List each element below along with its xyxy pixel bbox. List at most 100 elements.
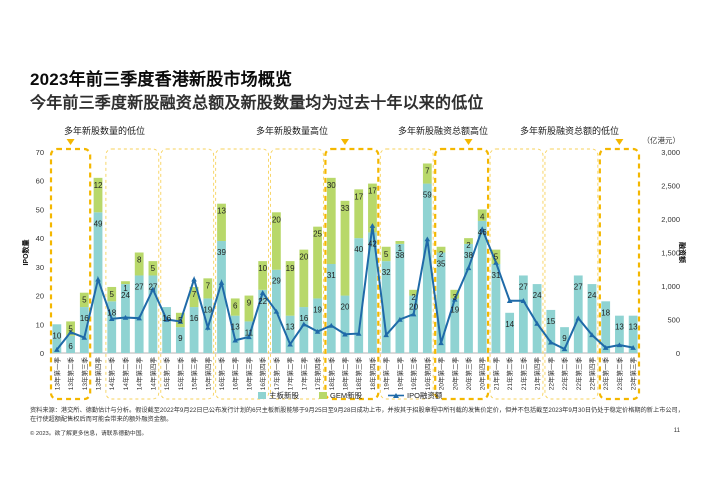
legend-marker	[393, 393, 399, 398]
gem-label: 9	[247, 299, 252, 308]
ipo-amount-marker	[122, 314, 129, 320]
ipo-amount-marker	[493, 259, 499, 265]
category-label: 17年第四季	[313, 357, 322, 391]
main-board-label: 11	[245, 328, 254, 337]
main-board-bar	[615, 315, 624, 353]
legend-label: GEM新股	[330, 390, 363, 400]
gem-label: 33	[341, 204, 350, 213]
highlight-box	[324, 147, 380, 401]
category-label: 19年第一季	[382, 357, 391, 391]
annotation-text: 多年新股数量高位	[256, 125, 328, 136]
main-board-bar	[326, 263, 336, 353]
category-label: 20年第三季	[464, 357, 473, 391]
category-label: 14年第四季	[148, 357, 157, 391]
category-label: 16年第一季	[217, 357, 226, 391]
main-board-label: 27	[519, 282, 528, 291]
gem-label: 1	[398, 244, 403, 253]
category-label: 21年第二季	[505, 357, 514, 391]
gem-bar	[272, 212, 281, 270]
gem-label: 25	[313, 230, 322, 239]
gem-label: 6	[233, 301, 238, 310]
page-title: 2023年前三季度香港新股市场概览	[30, 70, 293, 89]
main-board-bar	[546, 309, 556, 353]
legend-label: IPO融资额	[407, 390, 443, 400]
main-board-bar	[134, 275, 144, 353]
gem-bar	[409, 289, 418, 296]
gem-label: 2	[439, 250, 444, 259]
ipo-amount-marker	[451, 296, 458, 302]
main-board-label: 24	[533, 291, 542, 300]
gem-bar	[422, 163, 432, 184]
main-board-label: 20	[341, 303, 350, 312]
main-board-label: 27	[135, 282, 144, 291]
main-board-label: 13	[231, 323, 240, 332]
main-board-bar	[450, 298, 460, 353]
category-label: 14年第一季	[107, 357, 116, 391]
ipo-amount-marker	[534, 320, 540, 326]
left-tick-label: 30	[36, 263, 44, 272]
main-board-label: 27	[148, 282, 157, 291]
year-group-box	[215, 148, 269, 400]
gem-bar	[148, 261, 158, 276]
page-subtitle: 今年前三季度新股融资总额及新股数量均为过去十年以来的低位	[30, 95, 484, 112]
ipo-amount-marker	[397, 316, 403, 322]
legend-label: 主板新股	[269, 390, 299, 400]
gem-bar	[79, 292, 89, 308]
main-board-bar	[477, 220, 487, 353]
main-board-bar	[518, 275, 528, 353]
gem-bar	[299, 249, 309, 308]
ipo-amount-marker	[561, 346, 568, 352]
category-label: 16年第四季	[258, 357, 267, 391]
ipo-amount-marker	[163, 316, 170, 322]
gem-label: 17	[368, 187, 377, 196]
gem-bar	[244, 295, 254, 322]
category-label: 23年第二季	[615, 357, 624, 391]
main-board-bar	[230, 315, 240, 353]
gem-bar	[313, 226, 322, 299]
ipo-amount-marker	[246, 334, 252, 340]
ipo-amount-marker	[204, 324, 211, 330]
category-label: 20年第二季	[450, 357, 459, 391]
main-board-bar	[368, 232, 377, 353]
category-label: 15年第四季	[203, 357, 212, 391]
main-board-label: 16	[190, 314, 199, 323]
right-axis-title: 融资额	[678, 242, 687, 263]
category-label: 22年第一季	[546, 357, 555, 391]
main-board-label: 9	[562, 334, 567, 343]
ipo-amount-marker	[520, 298, 527, 303]
main-board-label: 19	[450, 305, 459, 314]
main-board-label: 13	[629, 323, 638, 332]
source-note: 资料来源：港交所、德勤估计与分析。假设截至2022年9月22日已公布发行计划的6…	[30, 407, 684, 423]
gem-label: 7	[206, 281, 211, 290]
main-board-label: 27	[574, 282, 583, 291]
annotation-text: 多年新股数量的低位	[64, 125, 145, 136]
category-label: 19年第四季	[423, 357, 432, 391]
main-board-bar	[313, 298, 322, 353]
ipo-amount-marker	[81, 334, 88, 340]
gem-label: 10	[258, 264, 267, 273]
ipo-amount-marker	[95, 276, 101, 282]
gem-label: 2	[466, 241, 471, 250]
gem-bar	[477, 209, 487, 221]
ipo-amount-marker	[150, 286, 156, 292]
category-label: 19年第三季	[409, 357, 418, 391]
main-board-label: 14	[505, 320, 514, 329]
main-board-label: 35	[437, 260, 446, 269]
category-label: 18年第三季	[354, 357, 363, 391]
right-axis-unit: （亿港元）	[643, 135, 681, 145]
ipo-amount-marker	[575, 315, 582, 321]
ipo-amount-marker	[465, 265, 472, 271]
main-board-bar	[217, 241, 226, 353]
copyright-text: © 2023。欲了解更多信息，请联系德勤中国。	[30, 431, 148, 437]
gem-bar	[368, 183, 377, 233]
category-label: 20年第一季	[437, 357, 446, 391]
main-board-label: 59	[423, 191, 432, 200]
left-tick-label: 40	[36, 234, 44, 243]
main-board-label: 31	[491, 271, 500, 280]
ipo-amount-marker	[369, 223, 376, 228]
category-label: 23年第一季	[601, 357, 610, 391]
category-label: 21年第四季	[533, 357, 542, 391]
main-board-bar	[299, 307, 309, 353]
category-label: 17年第一季	[272, 357, 281, 391]
gem-bar	[203, 278, 213, 299]
